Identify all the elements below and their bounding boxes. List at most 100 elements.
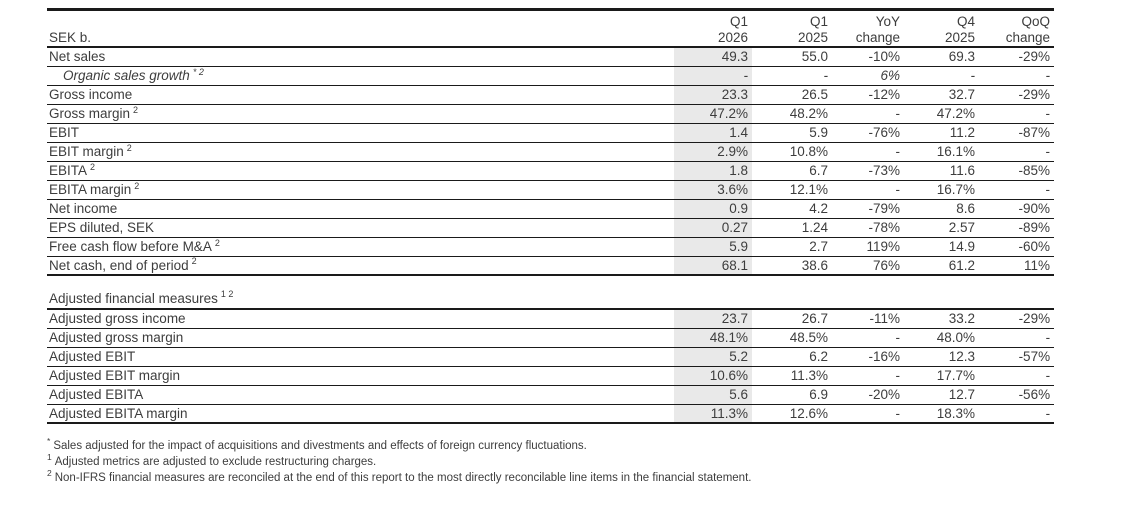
- row-label-text: Adjusted EBIT margin: [49, 368, 181, 383]
- row-label: EBITA margin 2: [47, 180, 674, 199]
- cell-qoq-change: -57%: [1018, 349, 1051, 364]
- cell-q4-2025: -: [970, 68, 976, 83]
- cell-yoy-change: -78%: [868, 220, 900, 235]
- cell-qoq-change: -: [1045, 106, 1051, 121]
- cell-yoy-change: 119%: [866, 239, 900, 254]
- table-row: Gross income 23.3 26.5 -12% 32.7 -29%: [47, 85, 1054, 104]
- cell-q1-2025: 12.1%: [789, 182, 828, 197]
- row-label-text: EBIT: [49, 125, 80, 140]
- footnote-marker: 2: [47, 468, 52, 479]
- table-row: Adjusted EBITA 5.6 6.9 -20% 12.7 -56%: [47, 385, 1055, 404]
- adjusted-section-title: Adjusted financial measures: [49, 290, 218, 306]
- cell-q1-2025: 4.2: [809, 201, 828, 216]
- cell-q4-2025: 12.3: [948, 349, 975, 364]
- cell-yoy-change: -: [895, 106, 901, 121]
- cell-q1-2026: 47.2%: [674, 104, 752, 123]
- col-header-year-2026: 2026: [717, 30, 748, 45]
- cell-q1-2026: 48.1%: [674, 328, 752, 347]
- header-row-year: SEK b. 2026 2025 change 2025 change: [47, 29, 1054, 47]
- row-label-text: Adjusted EBITA: [49, 387, 144, 402]
- row-label: Adjusted gross income: [47, 309, 674, 328]
- row-label: Net cash, end of period 2: [47, 256, 674, 275]
- adjusted-section-heading-row: Adjusted financial measures 1 2: [47, 288, 1055, 309]
- row-footnote-ref: 2: [214, 237, 220, 248]
- cell-q1-2026: 5.6: [674, 385, 752, 404]
- cell-q1-2026: 5.2: [674, 347, 752, 366]
- row-label-text: Gross income: [49, 87, 133, 102]
- cell-q1-2026: 68.1: [674, 256, 752, 275]
- table-row: EBIT 1.4 5.9 -76% 11.2 -87%: [47, 123, 1054, 142]
- cell-qoq-change: -29%: [1018, 49, 1050, 65]
- cell-yoy-change: -: [895, 182, 901, 197]
- row-footnote-ref: 2: [126, 142, 132, 153]
- footnote-1: 1 Adjusted metrics are adjusted to exclud…: [47, 453, 1122, 470]
- cell-q4-2025: 17.7%: [936, 368, 975, 383]
- cell-q1-2025: 2.7: [809, 239, 828, 254]
- cell-q1-2026: 23.7: [674, 309, 752, 328]
- row-label-text: EBIT margin: [49, 144, 124, 159]
- footnote-text: Adjusted metrics are adjusted to exclude…: [54, 456, 377, 468]
- table-row: EPS diluted, SEK 0.27 1.24 -78% 2.57 -89…: [47, 218, 1054, 237]
- header-row-period: Q1 Q1 YoY Q4 QoQ: [47, 10, 1054, 29]
- cell-q4-2025: 32.7: [948, 87, 975, 102]
- cell-q1-2025: 11.3%: [790, 368, 828, 383]
- table-row: Adjusted gross margin 48.1% 48.5% - 48.0…: [47, 328, 1055, 347]
- table-row: EBITA margin 2 3.6% 12.1% - 16.7% -: [47, 180, 1054, 199]
- cell-qoq-change: -: [1045, 368, 1051, 383]
- row-label: Adjusted EBITA margin: [47, 404, 674, 423]
- cell-yoy-change: -: [895, 368, 901, 383]
- key-figures-table: Q1 Q1 YoY Q4 QoQ SEK b. 2026 2025 change…: [47, 8, 1054, 276]
- cell-q1-2025: 48.5%: [789, 330, 828, 345]
- row-label: Organic sales growth * 2: [47, 66, 674, 85]
- footnote-text: Sales adjusted for the impact of acquisi…: [53, 440, 587, 452]
- row-label-text: Free cash flow before M&A: [49, 239, 212, 254]
- cell-q1-2026: 10.6%: [674, 366, 752, 385]
- cell-q1-2025: 6.9: [809, 387, 828, 402]
- cell-q1-2026: -: [674, 66, 752, 85]
- cell-yoy-change: -73%: [868, 163, 900, 178]
- cell-qoq-change: -56%: [1018, 387, 1051, 402]
- row-label: Adjusted gross margin: [47, 328, 674, 347]
- cell-yoy-change: -79%: [868, 201, 900, 216]
- cell-q1-2025: 6.7: [809, 163, 828, 178]
- cell-qoq-change: -89%: [1018, 220, 1050, 235]
- row-label-text: EPS diluted, SEK: [49, 220, 155, 235]
- adjusted-section-footnote-ref: 1 2: [220, 289, 234, 299]
- row-label-text: Adjusted EBITA margin: [49, 405, 188, 421]
- adjusted-measures-table: Adjusted financial measures 1 2 Adjusted …: [47, 288, 1055, 424]
- cell-yoy-change: -20%: [868, 387, 900, 402]
- cell-q4-2025: 16.1%: [936, 144, 975, 159]
- row-label-text: Gross margin: [49, 106, 131, 121]
- row-label: Net income: [47, 199, 674, 218]
- table-row: Adjusted EBIT 5.2 6.2 -16% 12.3 -57%: [47, 347, 1055, 366]
- table-row: Adjusted EBIT margin 10.6% 11.3% - 17.7%…: [47, 366, 1055, 385]
- row-label: Free cash flow before M&A 2: [47, 237, 674, 256]
- row-label: Net sales: [47, 47, 674, 66]
- cell-q4-2025: 18.3%: [936, 405, 975, 421]
- financial-report-page: Q1 Q1 YoY Q4 QoQ SEK b. 2026 2025 change…: [47, 8, 1122, 486]
- row-label-text: Net income: [49, 201, 118, 216]
- cell-q1-2026: 5.9: [674, 237, 752, 256]
- row-label: Adjusted EBIT: [47, 347, 674, 366]
- cell-q1-2025: 55.0: [801, 49, 828, 65]
- cell-q4-2025: 14.9: [948, 239, 975, 254]
- cell-qoq-change: -87%: [1018, 125, 1050, 140]
- footnote-marker: *: [47, 436, 51, 447]
- cell-qoq-change: -: [1045, 144, 1051, 159]
- row-label-text: Net sales: [49, 49, 106, 65]
- table-row: Net sales 49.3 55.0 -10% 69.3 -29%: [47, 47, 1054, 66]
- cell-q4-2025: 48.0%: [936, 330, 975, 345]
- footnotes: * Sales adjusted for the impact of acquis…: [47, 436, 1122, 486]
- table-row: Net income 0.9 4.2 -79% 8.6 -90%: [47, 199, 1054, 218]
- row-label: Adjusted EBITA: [47, 385, 674, 404]
- cell-q1-2026: 2.9%: [674, 142, 752, 161]
- col-header-year-q4-2025: 2025: [944, 30, 975, 45]
- cell-yoy-change: 76%: [872, 257, 900, 273]
- cell-qoq-change: -29%: [1018, 311, 1051, 327]
- col-header-year-2025: 2025: [797, 30, 828, 45]
- cell-q1-2026: 49.3: [674, 47, 752, 66]
- cell-q1-2025: 48.2%: [789, 106, 828, 121]
- col-header-q4-2025: Q4: [956, 14, 975, 29]
- cell-q4-2025: 16.7%: [936, 182, 975, 197]
- cell-q1-2025: 26.5: [801, 87, 828, 102]
